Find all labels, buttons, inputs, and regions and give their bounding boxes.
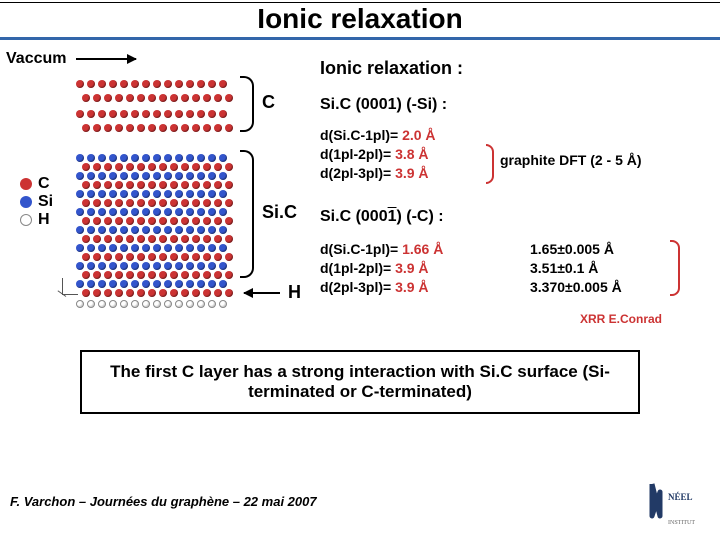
label-c: C — [262, 92, 275, 113]
label-sic: Si.C — [262, 202, 297, 223]
bracket-sic — [240, 150, 254, 278]
vaccum-label: Vaccum — [6, 50, 66, 68]
sic-c-heading: Si.C (0001) (-C) : — [320, 208, 444, 226]
subtitle: Ionic relaxation : — [320, 58, 463, 79]
si-icon — [20, 196, 32, 208]
bracket-c — [240, 76, 254, 132]
title-bar: Ionic relaxation — [0, 0, 720, 40]
conclusion-box: The first C layer has a strong interacti… — [80, 350, 640, 414]
vaccum-arrow — [76, 58, 136, 60]
h-icon — [20, 214, 32, 226]
title-underline — [0, 37, 720, 40]
footer: F. Varchon – Journées du graphène – 22 m… — [10, 494, 317, 509]
legend-c: C — [20, 175, 53, 193]
legend-si: Si — [20, 193, 53, 211]
page-title: Ionic relaxation — [0, 3, 720, 35]
label-h: H — [288, 282, 301, 303]
sic-c-data: d(Si.C-1pl)= 1.66 Å d(1pl-2pl)= 3.9 Å d(… — [320, 240, 443, 297]
svg-text:NÉEL: NÉEL — [668, 492, 693, 502]
sic-si-heading: Si.C (0001) (-Si) : — [320, 96, 447, 114]
legend: C Si H — [20, 175, 53, 229]
sic-si-data: d(Si.C-1pl)= 2.0 Å d(1pl-2pl)= 3.8 Å d(2… — [320, 126, 436, 183]
graphite-bracket — [486, 144, 494, 184]
crystal-structure — [76, 78, 236, 298]
axis-gizmo — [56, 278, 86, 308]
neel-logo: NÉEL INSTITUT — [640, 482, 710, 530]
legend-h: H — [20, 211, 53, 229]
h-arrow — [244, 292, 280, 294]
sic-c-xrr: 1.65±0.005 Å 3.51±0.1 Å 3.370±0.005 Å — [530, 240, 622, 297]
graphite-note: graphite DFT (2 - 5 Å) — [500, 152, 642, 168]
xrr-bracket — [670, 240, 680, 296]
xrr-credit: XRR E.Conrad — [580, 312, 662, 326]
svg-text:INSTITUT: INSTITUT — [668, 520, 695, 526]
c-icon — [20, 178, 32, 190]
